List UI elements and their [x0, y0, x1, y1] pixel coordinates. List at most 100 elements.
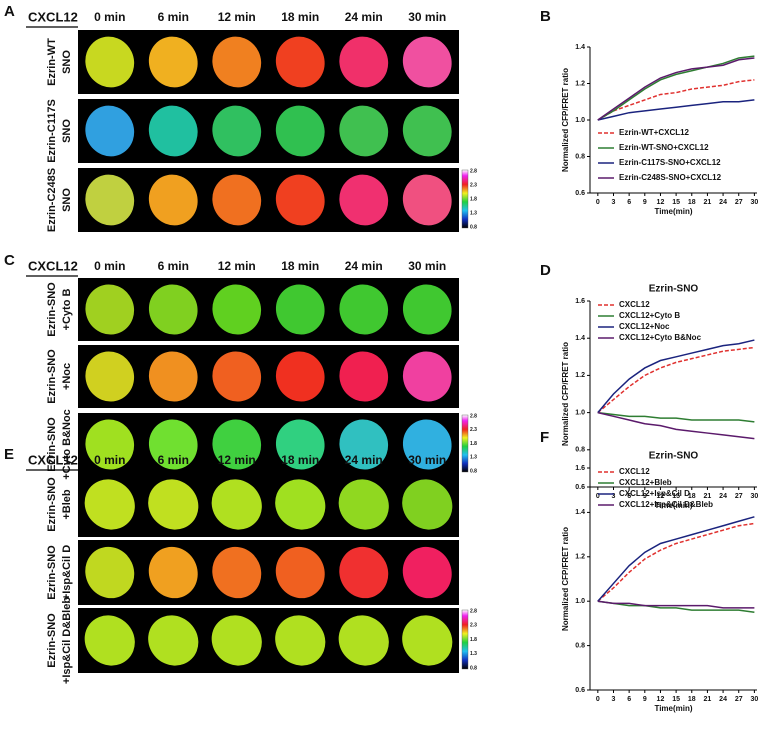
image-strip — [78, 99, 459, 163]
x-tick-label: 27 — [735, 493, 743, 500]
cell-image — [212, 36, 262, 88]
cell-image — [275, 36, 325, 88]
row-label: +Bleb — [61, 489, 73, 520]
panel-letter: C — [4, 252, 15, 269]
time-label: 6 min — [158, 259, 189, 273]
series-line — [597, 411, 755, 440]
x-tick-label: 30 — [750, 199, 758, 206]
x-tick-label: 9 — [643, 696, 647, 703]
cell-image — [275, 351, 325, 402]
row-label: Ezrin-SNO — [46, 282, 58, 337]
row-label: Ezrin-SNO — [46, 477, 58, 532]
x-tick-label: 3 — [612, 493, 616, 500]
x-tick-label: 0 — [596, 696, 600, 703]
colorbar — [461, 414, 469, 473]
cell-image — [85, 105, 135, 157]
time-label: 12 min — [218, 10, 256, 24]
cell-image — [212, 105, 262, 157]
cell-image — [85, 174, 135, 226]
cell-image — [211, 479, 262, 530]
cell-image — [402, 105, 452, 157]
cell-image — [275, 284, 325, 335]
legend-label: Ezrin-WT-SNO+CXCL12 — [619, 143, 709, 152]
x-tick-label: 21 — [704, 493, 712, 500]
x-tick-label: 9 — [643, 493, 647, 500]
colorbar-label: 2.3 — [470, 182, 477, 188]
cell-image — [275, 479, 326, 530]
row-label: Ezrin-C117S — [46, 99, 58, 163]
legend-label: CXCL12+Bleb — [619, 478, 672, 487]
cell-image — [148, 351, 198, 402]
y-tick-label: 1.0 — [575, 409, 585, 416]
legend-label: CXCL12+Isp&Cil D — [619, 489, 690, 498]
cell-image — [212, 546, 262, 599]
cell-image — [275, 546, 325, 599]
x-tick-label: 18 — [688, 696, 696, 703]
cell-image — [148, 105, 198, 157]
legend-label: CXCL12 — [619, 300, 650, 309]
x-tick-label: 27 — [735, 696, 743, 703]
stimulus-label: CXCL12 — [28, 258, 78, 273]
x-tick-label: 0 — [596, 199, 600, 206]
y-tick-label: 1.6 — [575, 298, 585, 305]
series-line — [597, 411, 755, 423]
legend-label: CXCL12+Cyto B — [619, 311, 680, 320]
image-strip — [78, 413, 459, 476]
time-label: 0 min — [94, 259, 125, 273]
x-tick-label: 21 — [704, 199, 712, 206]
colorbar-label: 2.3 — [470, 623, 477, 629]
panel-letter: A — [4, 3, 15, 20]
colorbar — [461, 169, 469, 229]
colorbar-label: 0.8 — [470, 224, 477, 230]
x-tick-label: 15 — [672, 493, 680, 500]
time-label: 18 min — [281, 259, 319, 273]
x-tick-label: 30 — [750, 493, 758, 500]
x-tick-label: 12 — [657, 696, 665, 703]
x-tick-label: 6 — [627, 696, 631, 703]
cell-image — [275, 174, 325, 226]
y-tick-label: 1.2 — [575, 80, 585, 87]
x-tick-label: 0 — [596, 493, 600, 500]
x-tick-label: 15 — [672, 199, 680, 206]
y-tick-label: 0.8 — [575, 447, 585, 454]
time-label: 24 min — [345, 453, 383, 467]
time-label: 24 min — [345, 259, 383, 273]
cell-image — [402, 174, 452, 226]
colorbar-label: 1.3 — [470, 455, 477, 461]
cell-image — [338, 615, 389, 666]
colorbar-label: 0.8 — [470, 468, 477, 474]
legend-label: Ezrin-C117S-SNO+CXCL12 — [619, 158, 721, 167]
image-strip — [78, 472, 459, 537]
y-tick-label: 1.2 — [575, 554, 585, 561]
cell-image — [402, 284, 452, 335]
colorbar-label: 1.8 — [470, 637, 477, 643]
colorbar-label: 1.8 — [470, 441, 477, 447]
series-line — [597, 600, 755, 614]
row-label: Ezrin-WT — [46, 38, 58, 86]
colorbar-label: 2.8 — [470, 413, 477, 419]
row-label: SNO — [61, 188, 73, 212]
legend-label: CXCL12+Cyto B&Noc — [619, 333, 702, 342]
row-label: +Noc — [61, 363, 73, 390]
y-axis-label: Normalized CFP/FRET ratio — [561, 68, 570, 172]
series-line — [597, 339, 755, 414]
cell-image — [148, 284, 198, 335]
series-line — [597, 99, 755, 121]
colorbar-label: 2.8 — [470, 168, 477, 174]
legend-label: Ezrin-WT+CXCL12 — [619, 128, 690, 137]
x-tick-label: 18 — [688, 199, 696, 206]
row-label: +Isp&Cil D — [61, 545, 73, 600]
x-tick-label: 30 — [750, 696, 758, 703]
cell-image — [84, 479, 135, 530]
colorbar-label: 1.3 — [470, 651, 477, 657]
x-tick-label: 12 — [657, 493, 665, 500]
cell-image — [148, 36, 198, 88]
x-tick-label: 3 — [612, 199, 616, 206]
x-axis-label: Time(min) — [654, 704, 692, 713]
cell-image — [275, 419, 325, 470]
cell-image — [85, 36, 135, 88]
cell-image — [85, 546, 135, 599]
legend-label: CXCL12 — [619, 467, 650, 476]
legend-label: CXCL12+Noc — [619, 322, 670, 331]
